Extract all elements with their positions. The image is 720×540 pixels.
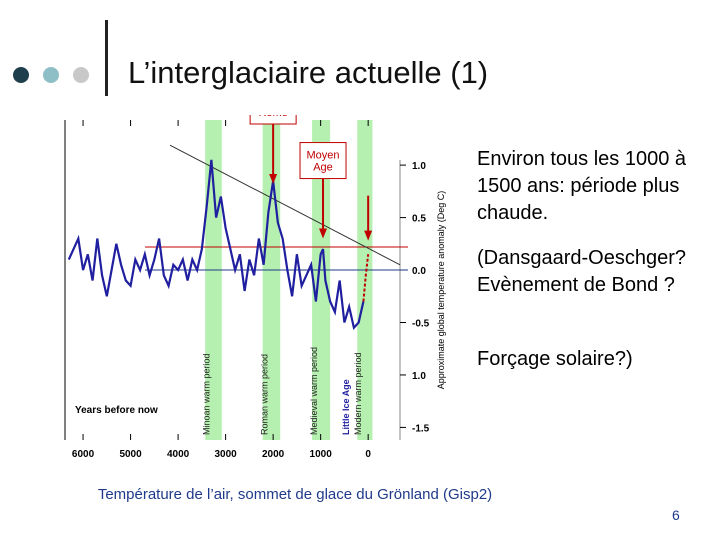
callout-arrowhead <box>364 230 373 241</box>
callout-box <box>299 142 347 180</box>
y-tick-label: 1.0 <box>412 371 426 382</box>
x-tick-label: 5000 <box>119 449 142 460</box>
divider <box>105 20 108 96</box>
x-tick-label: 3000 <box>214 449 237 460</box>
trend-line <box>169 144 401 266</box>
dot <box>43 67 59 83</box>
band-label: Roman warm period <box>259 354 269 435</box>
warm-band <box>312 120 331 440</box>
callout-label: Moyen <box>307 150 340 162</box>
y-tick-label: 1.0 <box>412 161 426 172</box>
dot <box>73 67 89 83</box>
band-label: Little Ice Age <box>341 379 351 435</box>
figure: Minoan warm period Roman warm period Medie… <box>64 115 446 460</box>
x-tick-label: 1000 <box>310 449 333 460</box>
x-tick-label: 2000 <box>262 449 285 460</box>
band-label: Medieval warm period <box>309 347 319 435</box>
page-number: 6 <box>672 507 680 523</box>
y-tick-label: 0.5 <box>412 214 426 225</box>
band-label: Minoan warm period <box>201 353 211 435</box>
y-tick-label: -0.5 <box>412 318 430 329</box>
callout-label: Age <box>313 162 333 174</box>
x-tick-label: 4000 <box>167 449 190 460</box>
series-line <box>67 159 365 331</box>
callout-label: Rome <box>258 115 287 119</box>
callout-arrowhead <box>269 174 278 184</box>
band-label: Modern warm period <box>353 352 363 435</box>
y-tick-label: -1.5 <box>412 423 430 434</box>
series-line <box>362 254 370 302</box>
x-tick-label: 6000 <box>72 449 95 460</box>
x-tick-label: 0 <box>365 449 371 460</box>
warm-band <box>205 120 222 440</box>
x-axis-label: Years before now <box>75 405 158 416</box>
slide-title: L’interglaciaire actuelle (1) <box>128 55 489 90</box>
bullet: Forçage solaire?) <box>477 348 633 370</box>
callout-arrowhead <box>319 228 328 239</box>
y-axis-label: Approximate global temperature anomaly (… <box>436 191 446 390</box>
y-tick-label: 0.0 <box>412 266 426 277</box>
bullet: (Dansgaard-Oeschger? Evènement de Bond ? <box>477 247 686 296</box>
dot <box>13 67 29 83</box>
caption: Température de l’air, sommet de glace du… <box>97 486 493 503</box>
bullet: Environ tous les 1000 à 1500 ans: périod… <box>477 148 687 224</box>
